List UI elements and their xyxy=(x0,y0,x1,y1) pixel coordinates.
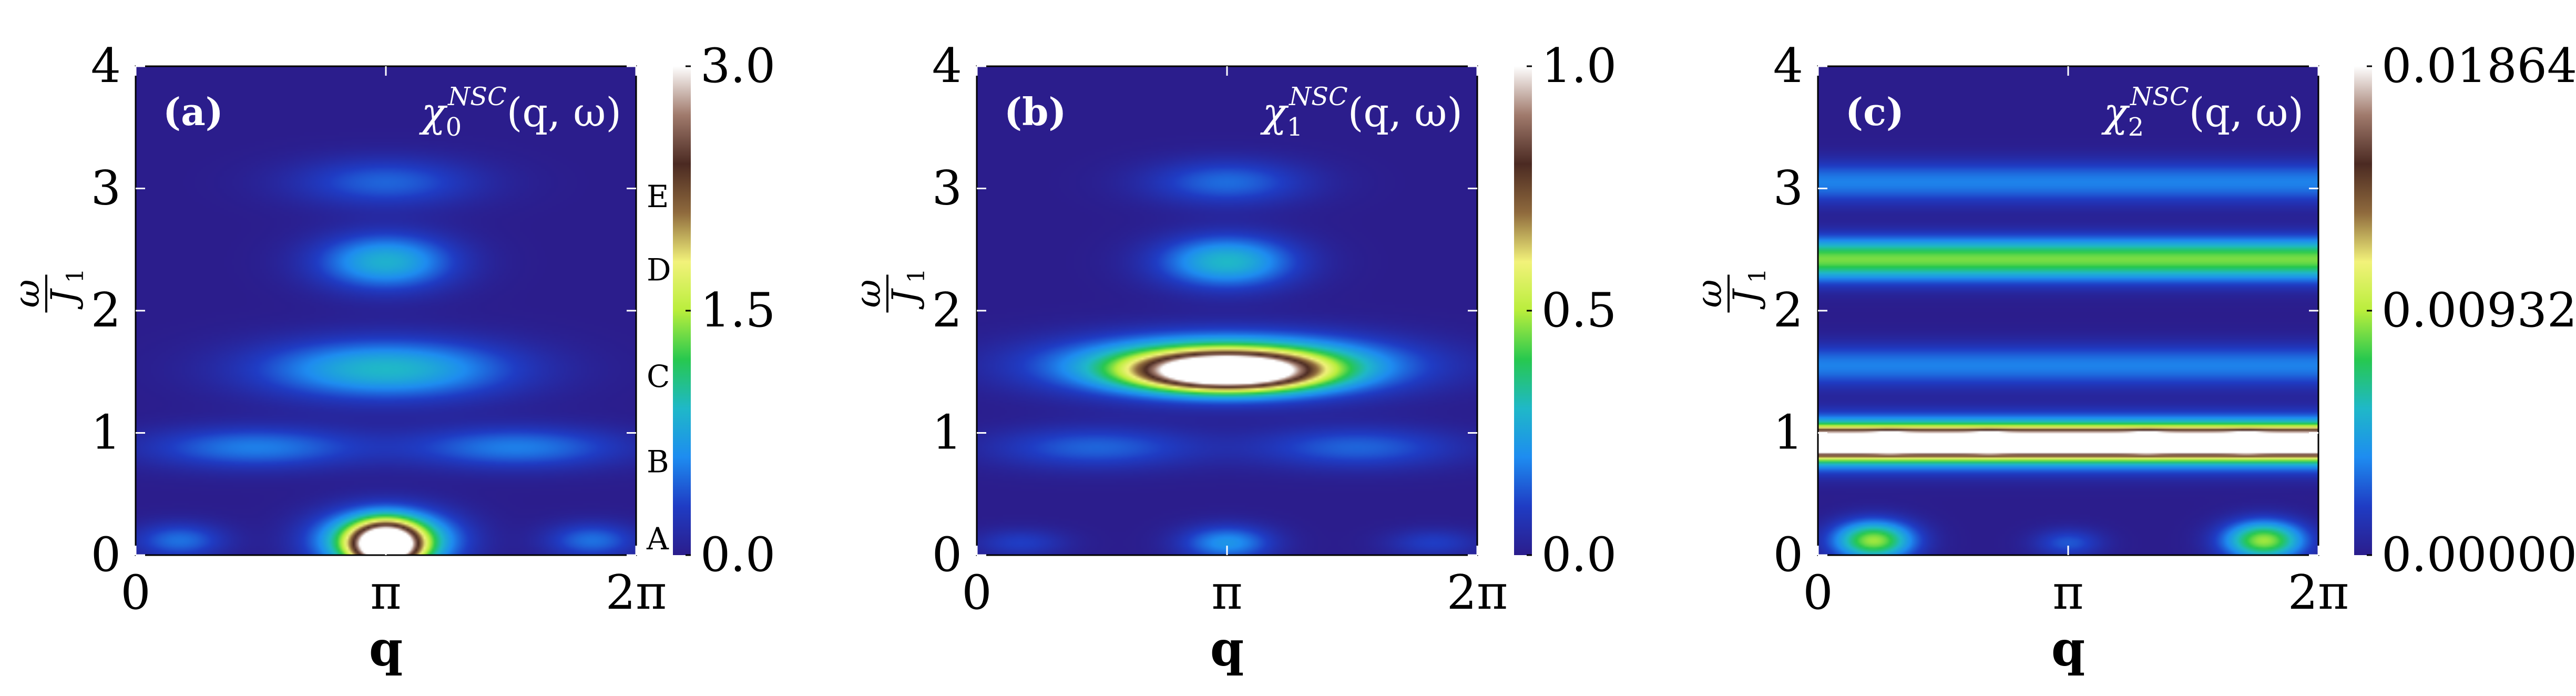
band-marker-C: C xyxy=(647,359,670,394)
quantity-label: χ1NSC(q, ω) xyxy=(1260,82,1463,142)
y-axis-label-denominator-subscript: 1 xyxy=(903,268,930,283)
colorbar-tick-label: 0.0 xyxy=(1541,527,1617,582)
x-tick-label: π xyxy=(1211,565,1242,620)
band-marker-B: B xyxy=(647,444,669,480)
y-tick-label: 4 xyxy=(1773,38,1803,94)
y-tick-label: 1 xyxy=(91,405,121,460)
y-axis-label-numerator: ω xyxy=(848,280,888,308)
band-marker-E: E xyxy=(647,179,669,214)
y-axis-label-numerator: ω xyxy=(7,280,47,308)
y-axis-label-denominator-subscript: 1 xyxy=(1744,268,1771,283)
quantity-label: χ2NSC(q, ω) xyxy=(2101,82,2304,142)
x-tick-label: 0 xyxy=(962,565,991,620)
y-tick-label: 0 xyxy=(932,527,962,582)
colorbar-tick-label: 0.0 xyxy=(700,527,775,582)
heatmap-b xyxy=(977,66,1477,555)
y-tick-label: 0 xyxy=(91,527,121,582)
x-tick-label: 0 xyxy=(120,565,150,620)
x-tick-label: π xyxy=(2052,565,2083,620)
quantity-label: χ0NSC(q, ω) xyxy=(419,82,621,142)
x-tick-label: 0 xyxy=(1803,565,1833,620)
band-marker-D: D xyxy=(647,252,671,288)
panel-label: (a) xyxy=(163,89,223,134)
y-axis-label: ωJ 1 xyxy=(848,268,930,313)
quantity-args: (q, ω) xyxy=(507,89,621,136)
colorbar-tick-label: 1.0 xyxy=(1541,38,1617,94)
heatmap-c xyxy=(1818,66,2318,555)
y-axis-label: ωJ 1 xyxy=(7,268,89,313)
y-tick-label: 0 xyxy=(1773,527,1803,582)
x-axis-label: q xyxy=(1210,620,1244,677)
y-axis-label: ωJ 1 xyxy=(1689,268,1771,313)
y-axis-label-denominator: J xyxy=(1726,288,1766,310)
quantity-args: (q, ω) xyxy=(2189,89,2304,136)
y-tick-label: 4 xyxy=(91,38,121,94)
y-tick-label: 2 xyxy=(932,283,962,338)
y-tick-label: 2 xyxy=(91,283,121,338)
y-tick-label: 1 xyxy=(932,405,962,460)
colorbar-tick-label: 0.5 xyxy=(1541,283,1617,338)
quantity-subscript: 0 xyxy=(446,112,462,142)
y-tick-label: 4 xyxy=(932,38,962,94)
quantity-superscript: NSC xyxy=(447,82,507,111)
panel-label: (b) xyxy=(1004,89,1066,134)
colorbar-tick-label: 0.00932 xyxy=(2381,283,2576,338)
quantity-symbol: χ xyxy=(2101,89,2130,136)
quantity-superscript: NSC xyxy=(1289,82,1348,111)
y-tick-label: 1 xyxy=(1773,405,1803,460)
quantity-symbol: χ xyxy=(419,89,448,136)
y-axis-label-denominator-subscript: 1 xyxy=(62,268,89,283)
x-tick-label: 2π xyxy=(2288,565,2349,620)
x-tick-label: 2π xyxy=(606,565,667,620)
y-axis-label-denominator: J xyxy=(44,288,84,310)
band-marker-A: A xyxy=(646,521,669,557)
y-tick-label: 3 xyxy=(1773,161,1803,216)
quantity-subscript: 1 xyxy=(1287,112,1303,142)
colorbar-tick-label: 0.01864 xyxy=(2381,38,2576,94)
x-axis-label: q xyxy=(369,620,403,677)
heatmap-a xyxy=(136,66,636,555)
quantity-symbol: χ xyxy=(1260,89,1289,136)
colorbar-tick-label: 0.00000 xyxy=(2381,527,2576,582)
x-tick-label: π xyxy=(370,565,401,620)
x-axis-label: q xyxy=(2051,620,2085,677)
colorbar-tick-label: 3.0 xyxy=(700,38,775,94)
quantity-subscript: 2 xyxy=(2128,112,2144,142)
y-tick-label: 3 xyxy=(932,161,962,216)
x-tick-label: 2π xyxy=(1447,565,1508,620)
quantity-args: (q, ω) xyxy=(1348,89,1463,136)
y-axis-label-denominator: J xyxy=(885,288,925,310)
quantity-superscript: NSC xyxy=(2130,82,2189,111)
y-tick-label: 2 xyxy=(1773,283,1803,338)
panel-label: (c) xyxy=(1845,89,1904,134)
colorbar-tick-label: 1.5 xyxy=(700,283,775,338)
y-tick-label: 3 xyxy=(91,161,121,216)
y-axis-label-numerator: ω xyxy=(1689,280,1730,308)
